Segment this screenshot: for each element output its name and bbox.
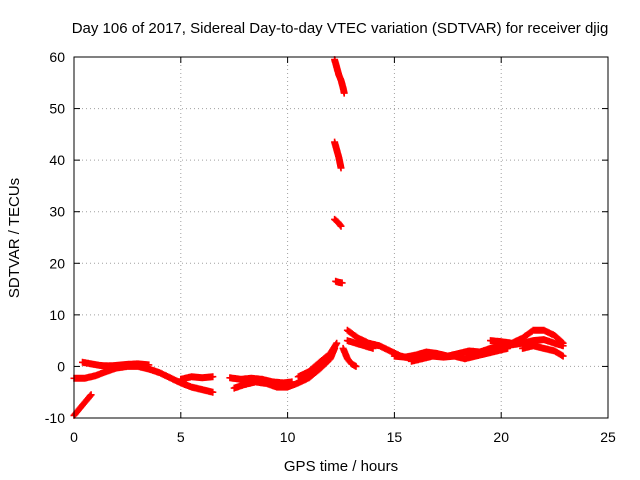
- data-point-markers: [331, 215, 345, 230]
- y-tick-label: 30: [49, 204, 65, 220]
- series-track-r: [519, 342, 567, 360]
- series-track-k: [332, 277, 346, 287]
- data-point-markers: [230, 344, 339, 392]
- data-point-markers: [331, 138, 345, 172]
- y-tick-label: 0: [57, 358, 65, 374]
- chart-title: Day 106 of 2017, Sidereal Day-to-day VTE…: [72, 20, 609, 37]
- tick-labels: 0 5 10 15 20 25 -10 0 10 20 30 40 50 60: [45, 49, 616, 445]
- x-tick-label: 0: [70, 429, 78, 445]
- x-tick-label: 10: [280, 429, 296, 445]
- series-track-h: [331, 56, 348, 97]
- y-tick-label: 10: [49, 307, 65, 323]
- data-point-markers: [294, 339, 341, 381]
- series-track-p: [408, 344, 512, 365]
- series-track-l: [339, 344, 360, 370]
- x-tick-label: 25: [600, 429, 616, 445]
- series-track-q: [487, 326, 567, 347]
- axis-ticks: [73, 56, 609, 419]
- y-tick-label: 40: [49, 152, 65, 168]
- x-tick-label: 15: [387, 429, 403, 445]
- data-point-markers: [339, 344, 360, 370]
- y-tick-label: 50: [49, 101, 65, 117]
- y-tick-label: -10: [45, 410, 65, 426]
- series-track-n: [343, 337, 377, 352]
- y-axis-label: SDTVAR / TECUs: [6, 178, 23, 298]
- series-track-f: [230, 344, 339, 392]
- y-tick-label: 20: [49, 255, 65, 271]
- data-points: [70, 56, 567, 419]
- data-point-markers: [408, 344, 512, 365]
- x-tick-label: 20: [493, 429, 509, 445]
- data-point-markers: [343, 337, 377, 352]
- x-tick-label: 5: [177, 429, 185, 445]
- data-point-markers: [519, 342, 567, 360]
- data-point-markers: [331, 56, 348, 97]
- series-track-i: [331, 138, 345, 172]
- x-axis-label: GPS time / hours: [284, 458, 398, 475]
- series-track-g: [294, 339, 341, 381]
- data-point-markers: [332, 277, 346, 287]
- plot-frame: [73, 56, 609, 419]
- data-point-markers: [79, 358, 153, 370]
- grid-lines: [74, 57, 608, 418]
- series-track-j: [331, 215, 345, 230]
- data-point-markers: [177, 373, 217, 383]
- data-point-markers: [487, 326, 567, 347]
- series-track-d: [177, 373, 217, 383]
- y-tick-label: 60: [49, 49, 65, 65]
- series-track-b: [79, 358, 153, 370]
